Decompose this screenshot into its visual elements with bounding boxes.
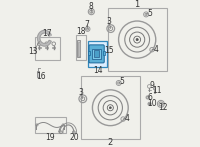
Text: 12: 12 bbox=[158, 103, 167, 112]
FancyBboxPatch shape bbox=[89, 45, 104, 63]
Bar bbox=[77, 40, 80, 57]
Text: 13: 13 bbox=[28, 47, 37, 56]
Circle shape bbox=[109, 107, 111, 109]
Text: 19: 19 bbox=[45, 133, 55, 142]
Bar bbox=[108, 8, 167, 71]
Text: 15: 15 bbox=[105, 46, 114, 55]
Bar bbox=[37, 71, 39, 77]
Circle shape bbox=[153, 88, 156, 90]
Text: 18: 18 bbox=[76, 27, 86, 36]
Text: 5: 5 bbox=[147, 9, 152, 17]
Text: 17: 17 bbox=[43, 29, 52, 38]
Bar bbox=[35, 117, 66, 133]
Bar bbox=[88, 41, 107, 67]
Text: 11: 11 bbox=[152, 86, 162, 95]
Bar bbox=[35, 37, 60, 60]
Circle shape bbox=[149, 103, 150, 105]
Text: 5: 5 bbox=[120, 77, 124, 86]
Text: 7: 7 bbox=[84, 20, 89, 29]
Text: 20: 20 bbox=[69, 133, 79, 142]
Text: 8: 8 bbox=[89, 2, 94, 11]
Text: 3: 3 bbox=[79, 88, 83, 97]
Bar bbox=[103, 51, 105, 55]
Bar bbox=[81, 76, 140, 139]
Polygon shape bbox=[38, 30, 51, 46]
Text: 4: 4 bbox=[124, 114, 129, 123]
Text: 16: 16 bbox=[37, 72, 46, 81]
Text: 10: 10 bbox=[147, 99, 157, 108]
Circle shape bbox=[136, 39, 138, 41]
Bar bbox=[76, 35, 86, 60]
Text: 6: 6 bbox=[147, 93, 152, 102]
Text: 1: 1 bbox=[135, 0, 140, 9]
Bar bbox=[92, 49, 101, 59]
Bar bbox=[78, 42, 80, 56]
Text: 3: 3 bbox=[106, 17, 111, 26]
Text: 9: 9 bbox=[149, 81, 154, 91]
Text: 2: 2 bbox=[108, 138, 113, 147]
Text: 14: 14 bbox=[93, 66, 102, 76]
Text: 4: 4 bbox=[153, 45, 158, 54]
Bar bbox=[154, 89, 155, 93]
Bar bbox=[88, 51, 90, 55]
Bar bbox=[94, 50, 99, 57]
